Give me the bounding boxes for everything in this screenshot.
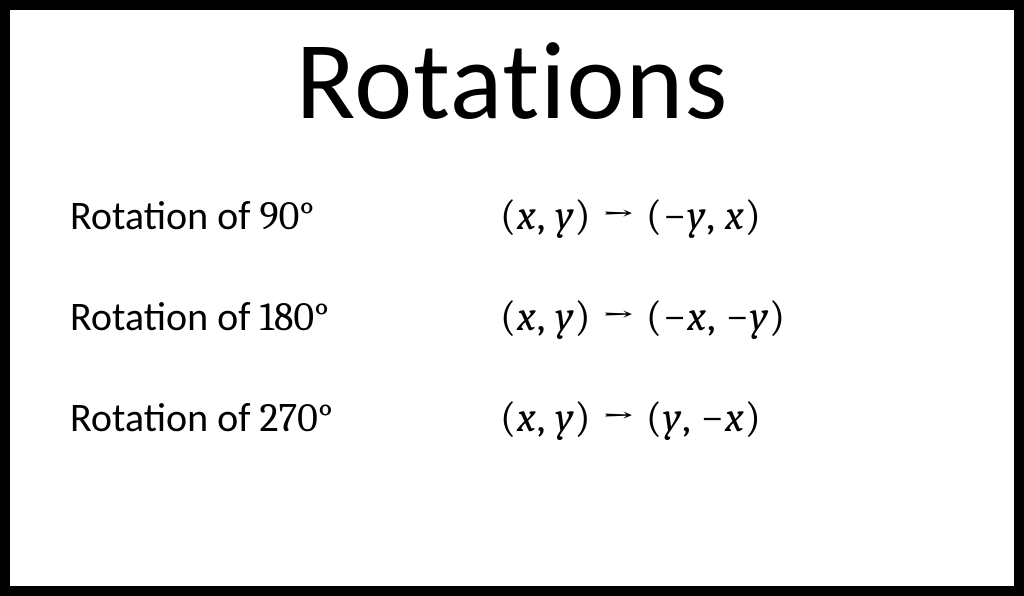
label-text: Rotation of [70, 393, 259, 442]
page-title: Rotations [60, 20, 964, 141]
rules-list: Rotation of 90° (x, y) → (−y, x) Rotatio… [60, 191, 964, 442]
rotation-rule-270: Rotation of 270° (x, y) → (y, −x) [70, 393, 964, 442]
label-text: Rotation of [70, 191, 259, 240]
arrow-icon: → [602, 292, 636, 341]
content-frame: Rotations Rotation of 90° (x, y) → (−y, … [0, 0, 1024, 596]
rotation-rule-90: Rotation of 90° (x, y) → (−y, x) [70, 191, 964, 240]
rule-label: Rotation of 270° [70, 393, 500, 442]
rule-formula: (x, y) → (−x, −y) [500, 292, 786, 341]
rotation-rule-180: Rotation of 180° (x, y) → (−x, −y) [70, 292, 964, 341]
angle-value: 270° [259, 395, 332, 441]
rule-formula: (x, y) → (y, −x) [500, 393, 762, 442]
arrow-icon: → [602, 191, 636, 240]
rule-label: Rotation of 180° [70, 292, 500, 341]
rule-label: Rotation of 90° [70, 191, 500, 240]
arrow-icon: → [602, 393, 636, 442]
angle-value: 180° [259, 294, 329, 340]
angle-value: 90° [259, 193, 314, 239]
label-text: Rotation of [70, 292, 259, 341]
rule-formula: (x, y) → (−y, x) [500, 191, 762, 240]
